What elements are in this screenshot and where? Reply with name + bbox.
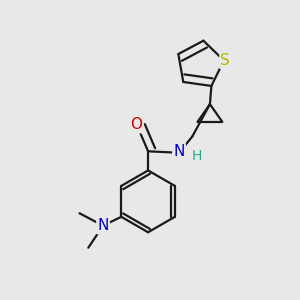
Text: O: O — [130, 117, 142, 132]
Text: N: N — [173, 144, 185, 159]
Text: N: N — [98, 218, 109, 233]
Text: H: H — [191, 149, 202, 163]
Text: S: S — [220, 53, 230, 68]
